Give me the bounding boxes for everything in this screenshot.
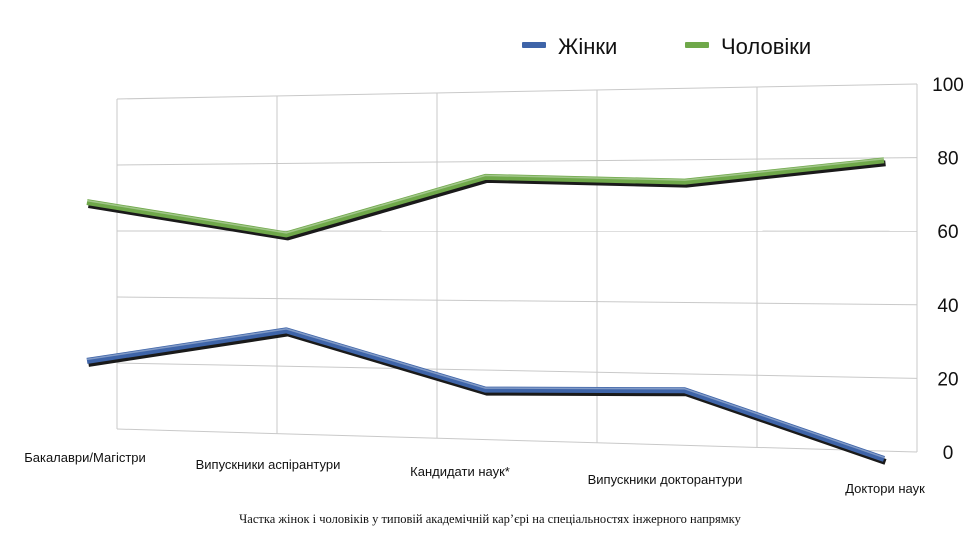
chart-grid xyxy=(116,83,918,453)
legend-item: Жінки xyxy=(522,34,617,59)
line-chart: 0 20 40 60 80 100 Бакалаври/Магістри Випускник… xyxy=(24,34,964,496)
legend-swatch xyxy=(685,42,709,48)
y-tick-label: 0 xyxy=(943,443,954,464)
x-tick-label: Кандидати наук* xyxy=(410,464,510,479)
legend-label: Жінки xyxy=(558,34,617,59)
legend-swatch xyxy=(522,42,546,48)
series-1 xyxy=(86,327,887,465)
series-2 xyxy=(86,157,886,241)
y-tick-label: 80 xyxy=(937,149,958,170)
x-tick-label: Випускники докторантури xyxy=(588,472,743,487)
chart-legend: Жінки Чоловіки xyxy=(522,34,811,59)
y-tick-label: 40 xyxy=(937,296,958,317)
series-line-shadow xyxy=(88,330,887,465)
figure-caption: Частка жінок і чоловіків у типовій акаде… xyxy=(239,512,741,526)
gridline-h xyxy=(116,296,918,306)
gridline-h xyxy=(116,83,918,100)
x-tick-label: Бакалаври/Магістри xyxy=(24,450,146,465)
y-tick-label: 100 xyxy=(932,75,964,96)
x-tick-label: Доктори наук xyxy=(845,481,925,496)
y-tick-label: 60 xyxy=(937,222,958,243)
y-tick-label: 20 xyxy=(937,369,958,390)
legend-item: Чоловіки xyxy=(685,34,811,59)
series-line-highlight xyxy=(86,328,885,459)
gridline-h xyxy=(116,428,918,453)
x-axis-categories: Бакалаври/Магістри Випускники аспірантури… xyxy=(24,450,925,496)
chart-series xyxy=(86,157,887,465)
legend-label: Чоловіки xyxy=(721,34,811,59)
gridline-h xyxy=(116,362,918,379)
x-tick-label: Випускники аспірантури xyxy=(196,457,341,472)
y-axis-ticks: 0 20 40 60 80 100 xyxy=(932,75,964,464)
series-line-highlight xyxy=(86,158,885,234)
gridline-h xyxy=(116,157,918,166)
